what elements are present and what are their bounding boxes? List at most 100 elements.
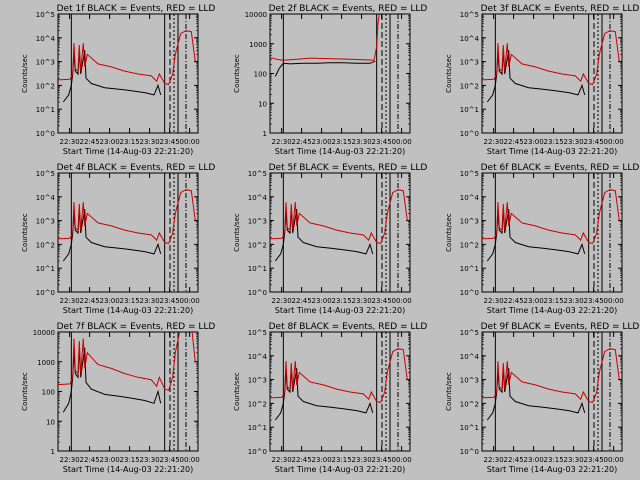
y-axis-label: Counts/sec bbox=[445, 54, 453, 93]
x-tick-label: 23:00 bbox=[100, 456, 120, 464]
x-tick-label: 22:30 bbox=[272, 456, 292, 464]
y-tick-label: 10^4 bbox=[460, 353, 480, 361]
series-line-events bbox=[274, 209, 374, 262]
x-tick-label: 23:30 bbox=[140, 456, 160, 464]
y-tick-label: 10^3 bbox=[248, 218, 267, 226]
x-axis-label: Start Time (14-Aug-03 22:21:20) bbox=[275, 147, 406, 156]
x-tick-label: 22:45 bbox=[80, 456, 100, 464]
x-tick-label: 00:00 bbox=[392, 297, 412, 305]
plot-frame bbox=[481, 331, 623, 452]
series-line-lld bbox=[58, 332, 196, 391]
y-tick-label: 10^4 bbox=[248, 353, 268, 361]
y-axis-label: Counts/sec bbox=[445, 213, 453, 252]
x-tick-label: 22:30 bbox=[272, 138, 292, 146]
x-axis-label: Start Time (14-Aug-03 22:21:20) bbox=[63, 465, 194, 474]
x-tick-label: 23:30 bbox=[140, 138, 160, 146]
chart-panel-3: Det 3f BLACK = Events, RED = LLD 10^0 10^1… bbox=[445, 4, 639, 156]
y-tick-label: 10000 bbox=[33, 329, 55, 337]
y-tick-label: 10^5 bbox=[36, 170, 55, 178]
x-tick-label: 23:00 bbox=[524, 456, 544, 464]
x-tick-label: 22:45 bbox=[504, 138, 524, 146]
x-tick-label: 23:15 bbox=[544, 138, 564, 146]
chart-title: Det 6f BLACK = Events, RED = LLD bbox=[481, 163, 640, 173]
series-line-lld bbox=[270, 348, 408, 403]
x-tick-label: 23:45 bbox=[372, 297, 392, 305]
series-line-lld bbox=[58, 30, 196, 85]
x-tick-label: 23:30 bbox=[352, 456, 372, 464]
y-tick-label: 10^2 bbox=[460, 241, 479, 249]
x-tick-label: 23:45 bbox=[160, 297, 180, 305]
chart-title: Det 3f BLACK = Events, RED = LLD bbox=[481, 4, 640, 14]
y-axis-label: Counts/sec bbox=[21, 213, 29, 252]
series-line-events bbox=[274, 60, 376, 77]
y-axis-label: Counts/sec bbox=[233, 54, 241, 93]
x-tick-label: 00:00 bbox=[392, 456, 412, 464]
y-tick-label: 10^0 bbox=[460, 289, 479, 297]
x-tick-label: 22:45 bbox=[504, 297, 524, 305]
x-tick-label: 22:30 bbox=[60, 138, 80, 146]
x-tick-label: 22:30 bbox=[60, 297, 80, 305]
y-tick-label: 10^1 bbox=[460, 424, 479, 432]
y-tick-label: 10^5 bbox=[36, 11, 55, 19]
x-tick-label: 00:00 bbox=[604, 138, 624, 146]
x-tick-label: 23:15 bbox=[332, 456, 352, 464]
x-axis-label: Start Time (14-Aug-03 22:21:20) bbox=[275, 306, 406, 315]
y-tick-label: 10^2 bbox=[36, 241, 55, 249]
chart-panel-8: Det 8f BLACK = Events, RED = LLD 10^0 10^1… bbox=[233, 322, 427, 474]
plot-frame bbox=[57, 172, 199, 293]
x-tick-label: 23:00 bbox=[100, 297, 120, 305]
x-tick-label: 23:30 bbox=[140, 297, 160, 305]
series-line-lld bbox=[270, 189, 408, 244]
x-axis-label: Start Time (14-Aug-03 22:21:20) bbox=[487, 306, 618, 315]
x-tick-label: 23:45 bbox=[372, 138, 392, 146]
plot-frame bbox=[57, 13, 199, 134]
x-axis-label: Start Time (14-Aug-03 22:21:20) bbox=[487, 465, 618, 474]
y-tick-label: 10^3 bbox=[248, 377, 267, 385]
x-tick-label: 00:00 bbox=[604, 297, 624, 305]
y-tick-label: 1 bbox=[263, 130, 267, 138]
y-tick-label: 10^3 bbox=[460, 59, 479, 67]
x-tick-label: 22:45 bbox=[292, 297, 312, 305]
x-axis-label: Start Time (14-Aug-03 22:21:20) bbox=[487, 147, 618, 156]
chart-title: Det 9f BLACK = Events, RED = LLD bbox=[481, 322, 640, 332]
x-tick-label: 22:45 bbox=[292, 456, 312, 464]
series-line-events bbox=[62, 347, 162, 413]
y-tick-label: 10000 bbox=[245, 11, 267, 19]
chart-title: Det 2f BLACK = Events, RED = LLD bbox=[269, 4, 428, 14]
x-tick-label: 23:00 bbox=[100, 138, 120, 146]
y-tick-label: 10^1 bbox=[248, 265, 267, 273]
chart-panel-6: Det 6f BLACK = Events, RED = LLD 10^0 10^1… bbox=[445, 163, 639, 315]
y-tick-label: 10^3 bbox=[460, 218, 479, 226]
x-axis-label: Start Time (14-Aug-03 22:21:20) bbox=[275, 465, 406, 474]
x-tick-label: 23:30 bbox=[564, 456, 584, 464]
y-tick-label: 10^4 bbox=[36, 35, 56, 43]
y-tick-label: 10^0 bbox=[460, 130, 479, 138]
chart-panel-1: Det 1f BLACK = Events, RED = LLD 10^0 10^1… bbox=[21, 4, 215, 156]
x-tick-label: 23:00 bbox=[312, 138, 332, 146]
y-tick-label: 10^0 bbox=[36, 289, 55, 297]
y-tick-label: 10^1 bbox=[36, 106, 55, 114]
y-tick-label: 10^5 bbox=[248, 329, 267, 337]
plot-frame bbox=[481, 13, 623, 134]
y-tick-label: 10^5 bbox=[248, 170, 267, 178]
x-tick-label: 23:30 bbox=[564, 138, 584, 146]
x-tick-label: 23:45 bbox=[584, 138, 604, 146]
y-tick-label: 10^2 bbox=[248, 400, 267, 408]
x-tick-label: 23:45 bbox=[160, 456, 180, 464]
x-tick-label: 00:00 bbox=[604, 456, 624, 464]
x-tick-label: 23:30 bbox=[352, 138, 372, 146]
series-line-lld bbox=[270, 14, 380, 61]
x-tick-label: 23:00 bbox=[312, 297, 332, 305]
series-line-events bbox=[274, 368, 374, 421]
x-tick-label: 23:15 bbox=[120, 456, 140, 464]
x-tick-label: 23:15 bbox=[544, 456, 564, 464]
y-tick-label: 10^0 bbox=[248, 289, 267, 297]
y-tick-label: 100 bbox=[42, 389, 55, 397]
x-tick-label: 22:45 bbox=[80, 138, 100, 146]
chart-panel-7: Det 7f BLACK = Events, RED = LLD 1 10 100 10… bbox=[21, 322, 215, 474]
x-tick-label: 22:45 bbox=[504, 456, 524, 464]
series-line-lld bbox=[482, 348, 620, 403]
plot-frame bbox=[269, 13, 411, 134]
series-line-events bbox=[486, 368, 586, 421]
y-tick-label: 10^0 bbox=[248, 448, 267, 456]
